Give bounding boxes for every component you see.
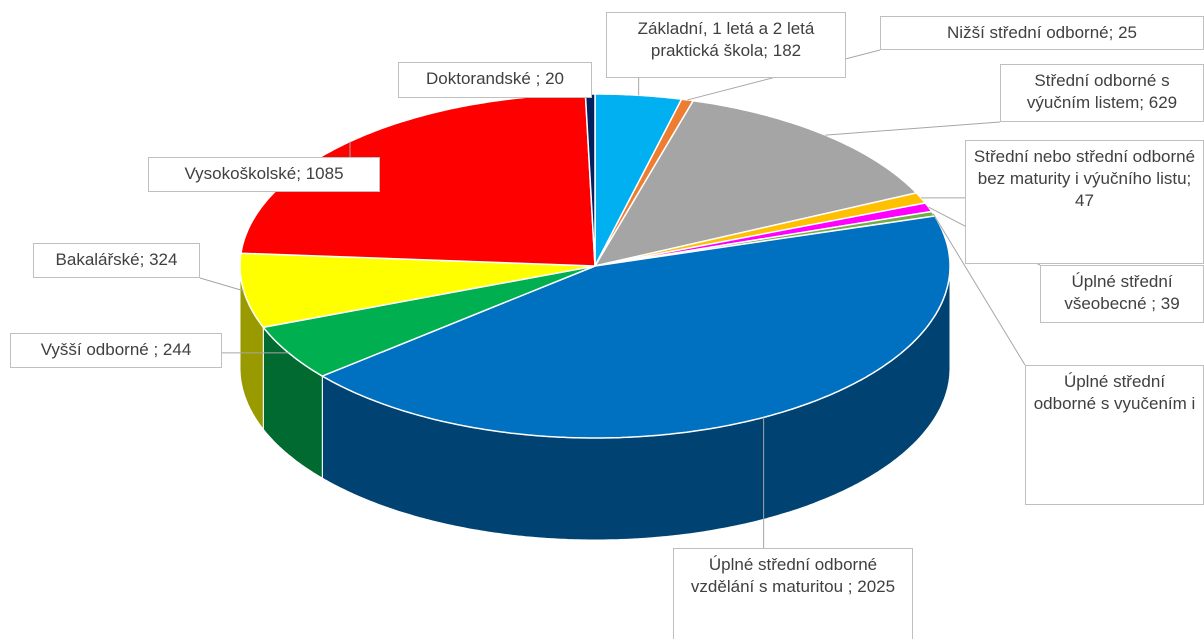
label-name: Nižší střední odborné; [947, 23, 1114, 42]
label-name: Střední nebo střední odborné bez maturit… [973, 147, 1196, 188]
data-label: Základní, 1 letá a 2 letá praktická škol… [606, 12, 846, 78]
leader-line [825, 121, 1001, 136]
label-name: Vyšší odborné ; [40, 340, 159, 359]
data-label: Doktorandské ; 20 [398, 62, 592, 98]
label-name: Úplné střední odborné vzdělání s maturit… [690, 555, 878, 596]
data-label: Vysokoškolské; 1085 [148, 157, 380, 192]
data-label: Střední odborné s výučním listem; 629 [1000, 64, 1204, 122]
label-name: Bakalářské; [55, 250, 145, 269]
label-name: Základní, 1 letá a 2 letá praktická škol… [637, 19, 815, 60]
data-label: Bakalářské; 324 [33, 243, 200, 278]
label-value: 629 [1148, 93, 1178, 112]
label-value: 39 [1160, 294, 1180, 313]
label-value: 324 [149, 250, 178, 269]
data-label: Střední nebo střední odborné bez maturit… [965, 140, 1204, 264]
label-value: 182 [772, 41, 802, 60]
label-value: 25 [1118, 23, 1137, 42]
label-value: 244 [162, 340, 192, 359]
data-label: Vyšší odborné ; 244 [10, 333, 222, 368]
label-name: Úplné střední odborné s vyučením i [1033, 372, 1196, 413]
slice [594, 192, 927, 267]
label-name: Úplné střední všeobecné ; [1064, 272, 1173, 313]
label-name: Vysokoškolské; [184, 164, 301, 183]
label-value: 2025 [857, 577, 896, 596]
leader-line [932, 213, 1026, 366]
label-value: 1085 [305, 164, 344, 183]
slice [240, 93, 596, 267]
label-name: Střední odborné s výučním listem; [1026, 71, 1170, 112]
data-label: Úplné střední všeobecné ; 39 [1040, 265, 1204, 323]
label-value: 20 [545, 69, 564, 88]
data-label: Nižší střední odborné; 25 [880, 16, 1204, 50]
label-name: Doktorandské ; [426, 69, 541, 88]
sides [239, 266, 951, 541]
data-label: Úplné střední odborné vzdělání s maturit… [673, 548, 913, 639]
leader-line [199, 277, 244, 292]
label-value: 47 [1075, 191, 1094, 210]
data-label: Úplné střední odborné s vyučením i [1025, 365, 1204, 505]
